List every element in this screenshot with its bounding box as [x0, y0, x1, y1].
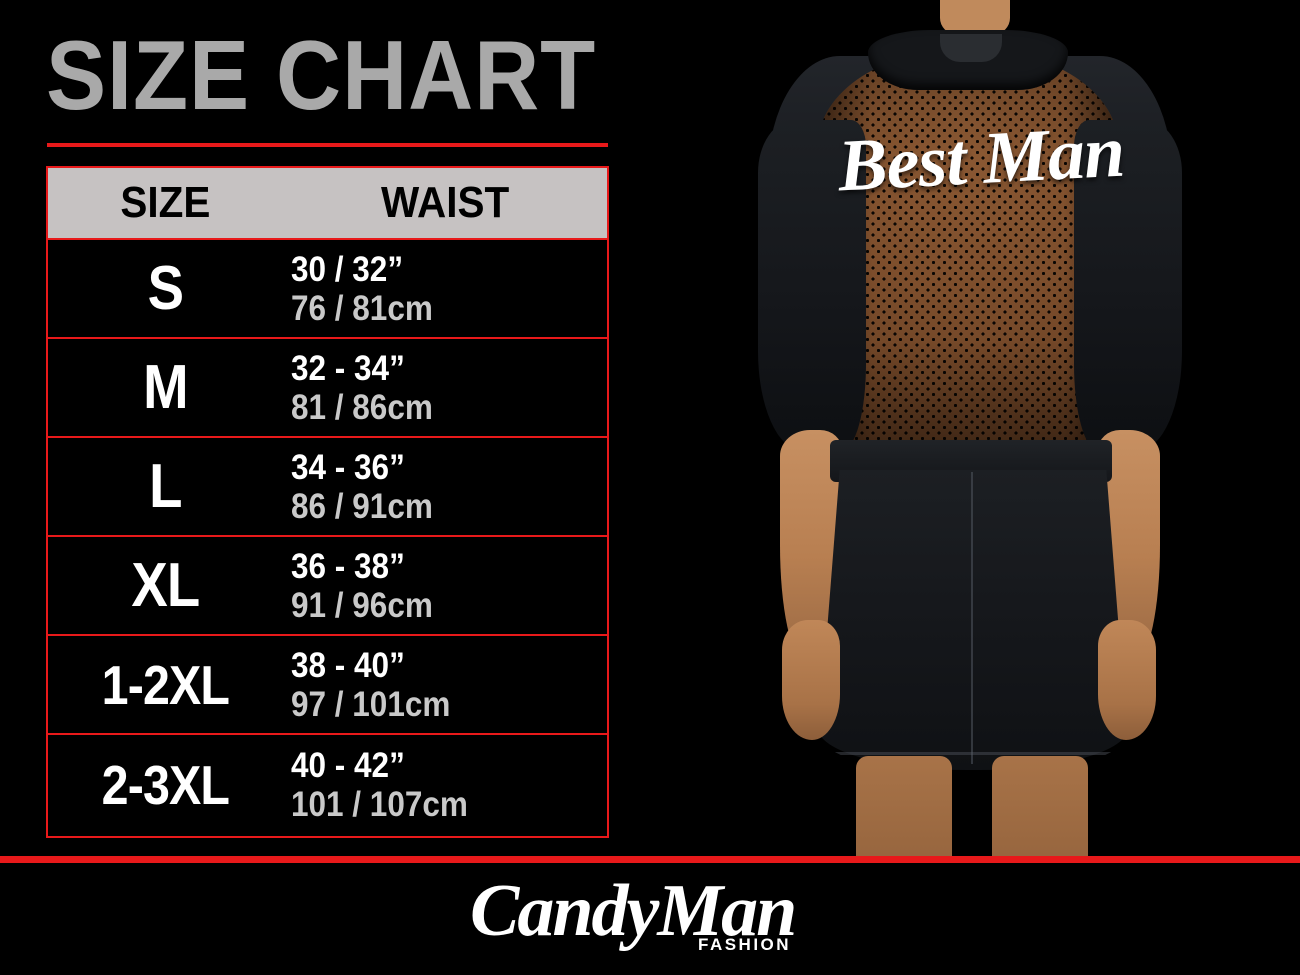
waist-value: 32 - 34” 81 / 86cm: [283, 339, 607, 436]
waist-inches: 38 - 40”: [290, 645, 405, 685]
shirt-sleeve-left: [758, 120, 866, 450]
size-value: XL: [131, 550, 200, 620]
table-row: XL 36 - 38” 91 / 96cm: [48, 537, 607, 636]
skirt-center-seam: [971, 472, 973, 764]
model-hand-left: [782, 620, 840, 740]
size-value: M: [143, 352, 188, 422]
model-leg-left: [856, 756, 952, 856]
brand-logo: CandyMan FASHION: [470, 872, 830, 967]
size-value: 2-3XL: [101, 753, 230, 816]
waist-centimeters: 76 / 81cm: [290, 288, 433, 328]
waist-centimeters: 91 / 96cm: [290, 585, 433, 625]
page-title: SIZE CHART: [46, 20, 597, 130]
model-leg-right: [992, 756, 1088, 856]
table-row: S 30 / 32” 76 / 81cm: [48, 240, 607, 339]
brand-tagline: FASHION: [698, 935, 792, 954]
waist-value: 30 / 32” 76 / 81cm: [283, 240, 607, 337]
waist-centimeters: 101 / 107cm: [290, 784, 468, 824]
footer-divider: [0, 856, 1300, 863]
table-row: L 34 - 36” 86 / 91cm: [48, 438, 607, 537]
brand-name: CandyMan: [470, 870, 797, 952]
size-value: L: [149, 451, 182, 521]
waist-inches: 36 - 38”: [290, 546, 405, 586]
size-chart-panel: SIZE CHART SIZE WAIST S 30 / 32” 76 / 81…: [0, 0, 640, 975]
table-row: M 32 - 34” 81 / 86cm: [48, 339, 607, 438]
waist-value: 34 - 36” 86 / 91cm: [283, 438, 607, 535]
table-row: 2-3XL 40 - 42” 101 / 107cm: [48, 735, 607, 834]
table-header-row: SIZE WAIST: [48, 168, 607, 240]
waist-value: 36 - 38” 91 / 96cm: [283, 537, 607, 634]
skirt: [818, 470, 1128, 770]
skirt-hem: [834, 752, 1112, 755]
waist-centimeters: 81 / 86cm: [290, 387, 433, 427]
waist-centimeters: 86 / 91cm: [290, 486, 433, 526]
garment-graphic-text: Best Man: [836, 110, 1126, 208]
shirt-collar-opening: [940, 34, 1002, 62]
waist-value: 40 - 42” 101 / 107cm: [283, 735, 607, 834]
column-header-size: SIZE: [120, 178, 211, 227]
shirt-sleeve-right: [1074, 120, 1182, 450]
shirt-mesh-shading: [818, 48, 1118, 468]
size-table: SIZE WAIST S 30 / 32” 76 / 81cm M 32 - 3…: [46, 166, 609, 838]
product-photo: Best Man: [640, 0, 1300, 856]
size-value: 1-2XL: [101, 653, 230, 716]
model-neck: [940, 0, 1010, 34]
waist-inches: 32 - 34”: [290, 348, 405, 388]
waist-inches: 40 - 42”: [290, 745, 405, 785]
table-row: 1-2XL 38 - 40” 97 / 101cm: [48, 636, 607, 735]
waist-centimeters: 97 / 101cm: [290, 684, 451, 724]
size-value: S: [147, 253, 184, 323]
model-hand-right: [1098, 620, 1156, 740]
waist-value: 38 - 40” 97 / 101cm: [283, 636, 607, 733]
waist-inches: 34 - 36”: [290, 447, 405, 487]
title-divider: [47, 143, 608, 147]
waist-inches: 30 / 32”: [290, 249, 403, 289]
column-header-waist: WAIST: [380, 178, 509, 227]
